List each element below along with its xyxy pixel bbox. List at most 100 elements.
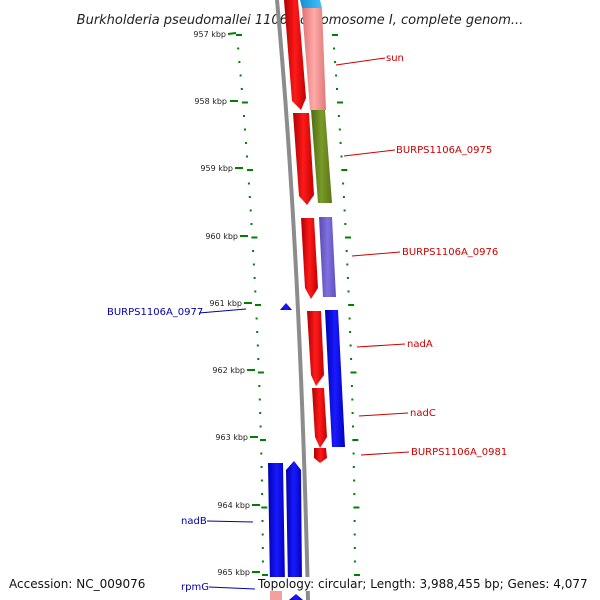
tick-dot [260,439,266,441]
tick-dot [261,547,264,549]
tick-dot [251,236,258,239]
gene-arrow-nadC[interactable] [312,388,327,448]
gene-arrow-sun[interactable] [284,0,306,110]
tick-dot [249,209,252,212]
gene-arrow-nadA[interactable] [307,311,324,386]
gene-label-BURPS1106A_0976[interactable]: BURPS1106A_0976 [402,247,498,258]
tick-dot [346,263,349,266]
tick-dot [239,74,242,77]
purple-block [319,217,336,297]
tick-dot [260,452,263,455]
tick-dot [352,466,355,468]
kbp-tick-label: 962 kbp [212,366,245,375]
tick-dot [345,250,348,252]
kbp-tick-label: 961 kbp [209,299,242,308]
kbp-tick-label: 965 kbp [217,568,250,577]
gene-arrow-nadB[interactable] [268,463,285,585]
gene-arrow-BURPS1106A_0975[interactable] [293,113,314,205]
tick-dot [353,520,356,522]
tick-dot [341,169,348,171]
inner-tick-dots [236,34,268,590]
gene-label-sun[interactable]: sun [386,53,404,64]
kbp-tick-label: 964 kbp [217,501,250,510]
gene-arrow-BURPS1106A_0981[interactable] [314,448,327,463]
tick-dot [352,452,355,455]
gene-arrow-BURPS1106A_0977[interactable] [280,303,292,310]
gene-label-rpmG[interactable]: rpmG [181,582,209,593]
gene-arrow-BURPS1106A_0976[interactable] [301,218,318,299]
forward-strand-genes [284,0,327,463]
label-connectors [198,57,410,590]
tick-dot [258,398,261,401]
tick-dot [244,128,246,131]
tick-dot [236,34,242,36]
gene-arrow-rpmG[interactable] [286,461,302,585]
cyan-block [300,0,322,8]
tick-dot [351,398,354,401]
tick-dot [350,358,353,360]
tick-dot [258,385,261,387]
gene-labels: sun BURPS1106A_0975 BURPS1106A_0976 BURP… [107,53,507,593]
tick-dot [260,479,263,482]
tick-dot [348,304,355,306]
tick-dot [260,466,263,468]
tick-dot [347,290,350,293]
gene-label-nadA[interactable]: nadA [407,339,433,350]
kbp-tick-label: 959 kbp [200,164,233,173]
kbp-tick-label: 960 kbp [205,232,238,241]
tick-dot [256,344,259,347]
tick-dot [253,277,256,279]
gene-arrow-lower [289,594,303,600]
tick-dot [353,493,356,495]
chromosome-backbone [275,0,310,600]
tick-dot [255,304,261,306]
kbp-tick-label: 957 kbp [193,30,226,39]
tick-dot [337,101,343,104]
gene-label-nadC[interactable]: nadC [410,408,436,419]
tick-dot [333,47,335,50]
tick-dot [335,74,338,77]
tick-dot [259,425,262,428]
gene-label-BURPS1106A_0981[interactable]: BURPS1106A_0981 [411,447,507,458]
gene-label-BURPS1106A_0975[interactable]: BURPS1106A_0975 [396,145,492,156]
tick-dot [262,574,268,576]
tick-dot [250,223,253,225]
tick-dot [247,169,253,171]
tick-dot [252,263,255,266]
gene-label-BURPS1106A_0977[interactable]: BURPS1106A_0977 [107,307,203,318]
tick-dot [261,506,268,509]
gene-label-nadB[interactable]: nadB [181,516,207,527]
tick-dot [344,223,347,225]
tick-dot [354,574,360,576]
tick-dot [348,317,351,320]
tick-dot [261,520,264,522]
tick-dot [256,331,259,333]
tick-dot [246,155,248,158]
tick-dot [352,425,354,428]
tick-dot [257,358,260,360]
olive-block [311,110,332,203]
tick-dot [349,331,352,333]
tick-dot [241,101,248,104]
tick-dot [261,493,264,495]
kbp-tick-label: 958 kbp [194,97,227,106]
tick-dot [353,506,360,509]
tick-dot [352,439,359,441]
tick-dot [342,196,345,198]
tick-dot [353,547,356,549]
tick-dot [240,88,243,90]
tick-dot [252,250,255,252]
topology-text: Topology: circular; Length: 3,988,455 bp… [258,577,588,591]
tick-dot [248,196,251,198]
tick-dot [245,142,247,144]
tick-dot [237,47,240,50]
tick-dot [259,412,262,414]
tick-dot [353,560,356,563]
reverse-strand-genes [268,303,303,600]
tick-dot [254,290,257,293]
salmon-block [302,8,326,110]
kbp-scale: 957 kbp 958 kbp 959 kbp 960 kbp 961 kbp … [193,30,250,577]
tick-dot [339,142,342,144]
tick-dot [336,88,338,90]
